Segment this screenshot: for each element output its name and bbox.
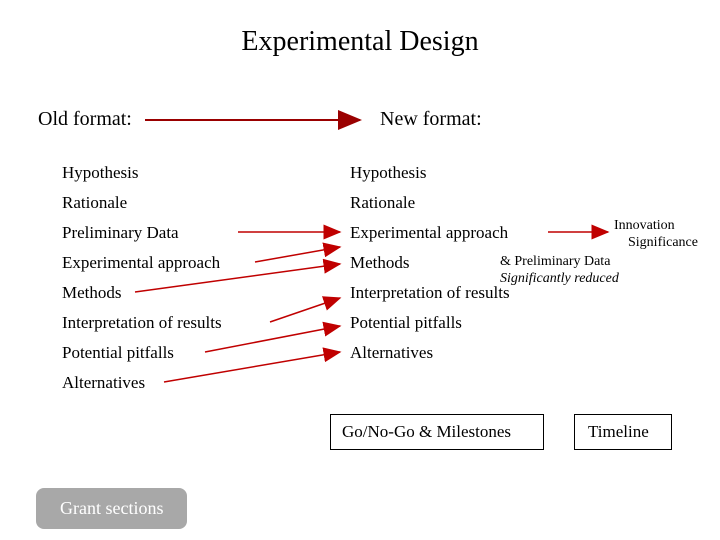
grant-sections-button: Grant sections xyxy=(36,488,187,529)
mapping-arrows xyxy=(0,0,720,540)
go-nogo-label: Go/No-Go & Milestones xyxy=(342,422,511,442)
timeline-label: Timeline xyxy=(588,422,649,442)
